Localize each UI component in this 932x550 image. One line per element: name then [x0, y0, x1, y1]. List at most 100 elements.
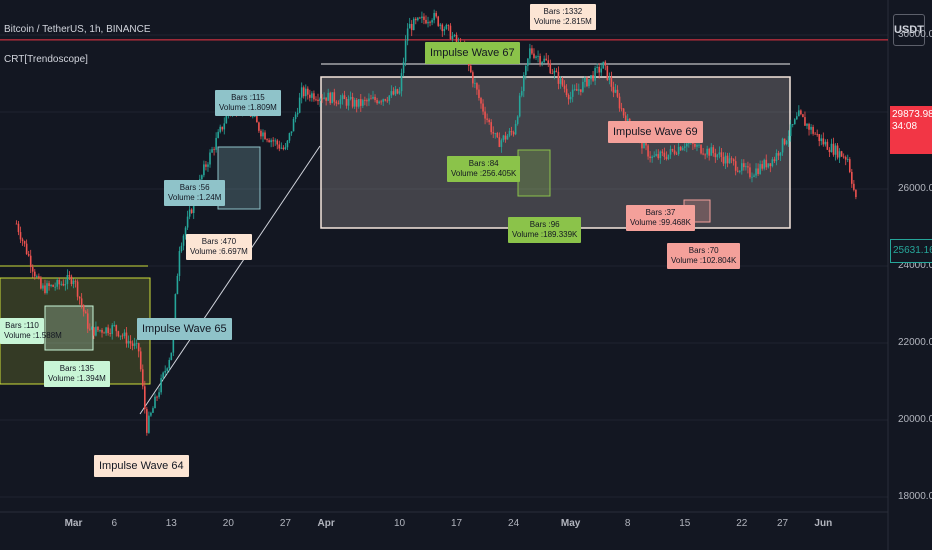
candle: [751, 176, 753, 178]
time-axis-label: Jun: [814, 518, 833, 529]
candle: [663, 152, 666, 157]
candle: [470, 65, 472, 73]
candle: [814, 133, 816, 135]
candle: [537, 56, 539, 57]
candle: [665, 156, 668, 160]
candle: [313, 93, 315, 100]
candle: [421, 16, 423, 19]
candle: [578, 89, 580, 91]
range-box: [517, 149, 551, 197]
candle: [319, 98, 321, 102]
current-price-tag: 29873.98 34:08: [890, 106, 932, 154]
candle: [121, 335, 124, 337]
candle: [174, 294, 177, 322]
candle: [728, 158, 731, 164]
candle: [584, 77, 586, 82]
time-axis-label: 10: [393, 518, 406, 529]
bars-count: Bars :56: [179, 183, 210, 192]
candle: [188, 209, 191, 217]
candle: [25, 243, 28, 254]
currency-button[interactable]: USDT: [893, 14, 925, 46]
countdown-timer: 34:08: [892, 121, 918, 132]
candle: [486, 118, 488, 120]
candle: [300, 87, 303, 98]
candle: [614, 89, 617, 93]
candle: [516, 116, 519, 124]
candle: [700, 144, 702, 154]
candle: [29, 255, 32, 268]
candle: [604, 61, 607, 66]
candle: [549, 63, 552, 74]
candle: [89, 328, 91, 330]
candle: [573, 89, 576, 91]
candle: [600, 68, 603, 73]
candle: [738, 170, 741, 172]
candle: [763, 159, 766, 169]
candle: [588, 79, 590, 87]
candle: [616, 89, 619, 97]
candle: [669, 149, 672, 155]
candle: [602, 61, 605, 69]
candle: [451, 36, 454, 40]
candle: [808, 123, 810, 130]
time-axis-label: 8: [624, 518, 631, 529]
candle: [404, 40, 407, 62]
volume-value: Volume :1.394M: [48, 374, 106, 383]
candle: [335, 101, 338, 104]
candle: [474, 83, 476, 84]
candle: [543, 58, 545, 62]
bars-count: Bars :1332: [543, 7, 583, 16]
candle: [730, 158, 733, 160]
candle: [339, 99, 342, 105]
candle: [221, 126, 224, 130]
candle: [402, 61, 405, 74]
bars-count: Bars :70: [688, 246, 719, 255]
candle: [415, 18, 417, 21]
candle: [659, 151, 662, 159]
candle: [23, 241, 26, 244]
candle: [396, 89, 399, 94]
candle: [508, 131, 511, 136]
time-axis-label: 20: [222, 518, 234, 529]
candle: [832, 143, 835, 155]
candle: [207, 164, 209, 167]
candle: [490, 122, 492, 133]
candle: [520, 91, 523, 96]
candle: [272, 140, 274, 142]
candle: [480, 97, 482, 104]
candle: [551, 73, 554, 74]
candle: [56, 279, 58, 287]
candle: [298, 97, 301, 113]
candle: [806, 123, 808, 126]
candle: [514, 123, 517, 135]
candle: [423, 16, 425, 20]
indicator-title[interactable]: CRT[Trendoscope]: [4, 54, 88, 65]
candle: [677, 146, 680, 155]
candle: [502, 135, 505, 141]
candle: [205, 164, 207, 167]
price-axis-label: 20000.00: [898, 414, 932, 425]
symbol-title[interactable]: Bitcoin / TetherUS, 1h, BINANCE: [4, 24, 151, 35]
candle: [364, 100, 366, 101]
candle: [559, 78, 562, 84]
candle: [19, 232, 22, 240]
stats-box: Bars :96 Volume :189.339K: [508, 217, 582, 243]
candle: [622, 108, 625, 116]
candle: [113, 325, 116, 326]
candle: [252, 116, 254, 118]
candle: [767, 163, 770, 168]
candle: [779, 152, 782, 156]
candle: [834, 145, 837, 155]
candle: [527, 58, 529, 66]
candle: [137, 343, 140, 352]
candle: [127, 341, 130, 344]
current-price-value: 29873.98: [892, 109, 932, 120]
candle: [810, 126, 812, 130]
candle: [84, 311, 87, 314]
candle: [186, 216, 189, 228]
candle: [258, 122, 260, 131]
stats-box: Bars :1332 Volume :2.815M: [530, 4, 596, 30]
candle: [315, 99, 317, 101]
candle: [681, 147, 684, 151]
candle: [773, 159, 776, 162]
